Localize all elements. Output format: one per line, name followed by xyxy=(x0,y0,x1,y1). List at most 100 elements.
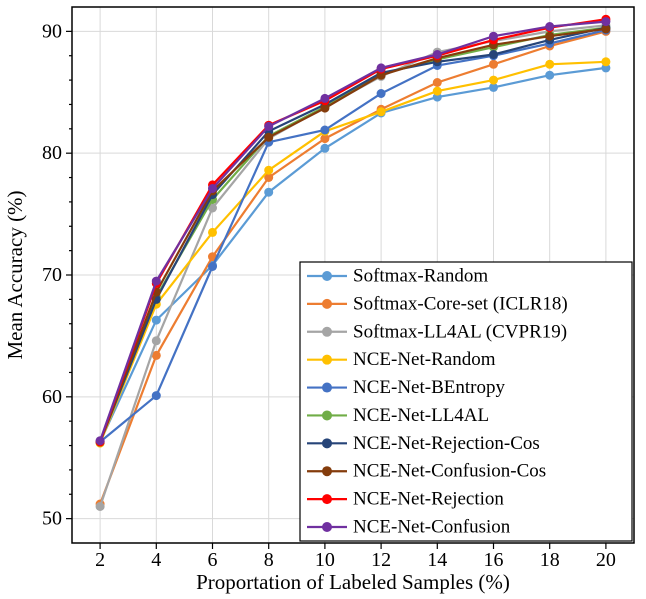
legend-item: NCE-Net-LL4AL xyxy=(307,405,489,426)
data-point-marker xyxy=(489,82,498,92)
x-tick-label: 8 xyxy=(264,549,274,571)
data-point-marker xyxy=(545,70,555,80)
x-tick-label: 14 xyxy=(427,549,447,571)
legend-swatch-marker xyxy=(322,522,332,532)
legend-label: NCE-Net-Random xyxy=(353,349,496,370)
data-point-marker xyxy=(320,134,330,144)
legend-label: NCE-Net-Rejection xyxy=(353,489,504,510)
data-point-marker xyxy=(432,78,442,87)
legend-swatch-marker xyxy=(322,410,332,421)
legend-label: NCE-Net-Rejection-Cos xyxy=(353,433,540,454)
legend-item: NCE-Net-Random xyxy=(307,349,496,370)
legend-item: NCE-Net-Confusion-Cos xyxy=(307,461,546,482)
series-line xyxy=(99,20,606,442)
data-point-marker xyxy=(376,63,386,73)
data-point-marker xyxy=(151,315,161,325)
legend-item: NCE-Net-Rejection xyxy=(307,489,504,510)
data-point-marker xyxy=(320,93,330,103)
data-point-marker xyxy=(264,132,274,142)
x-tick-label: 6 xyxy=(208,549,218,571)
data-point-marker xyxy=(208,203,217,213)
legend-label: NCE-Net-BEntropy xyxy=(353,377,505,398)
x-tick-label: 18 xyxy=(540,549,560,571)
data-point-marker xyxy=(208,262,217,271)
legend: Softmax-Random Softmax-Core-set (ICLR18) S… xyxy=(299,261,633,542)
data-point-marker xyxy=(151,391,161,401)
legend-item: NCE-Net-Confusion xyxy=(307,517,511,538)
series-nce-net-random xyxy=(95,57,611,448)
data-point-marker xyxy=(208,184,217,193)
data-point-marker xyxy=(601,57,611,67)
data-point-marker xyxy=(320,125,330,135)
data-point-marker xyxy=(376,107,386,117)
legend-swatch-marker xyxy=(322,382,332,393)
data-point-marker xyxy=(151,276,161,286)
y-axis-title: Mean Accuracy (%) xyxy=(3,190,27,359)
data-point-marker xyxy=(376,89,386,98)
x-tick-label: 16 xyxy=(484,549,504,571)
data-point-marker xyxy=(264,187,274,197)
x-tick-label: 4 xyxy=(151,549,161,571)
legend-item: NCE-Net-BEntropy xyxy=(307,377,505,398)
legend-swatch-marker xyxy=(322,298,332,309)
legend-label: Softmax-Random xyxy=(353,266,488,287)
data-point-marker xyxy=(545,31,555,41)
x-axis-title: Proportation of Labeled Samples (%) xyxy=(196,570,510,594)
tick-labels: 50 60 70 80 90 2 4 6 8 10 12 14 16 18 20 xyxy=(42,20,616,571)
series-line xyxy=(99,30,607,505)
legend-swatch-marker xyxy=(322,354,332,365)
series-line xyxy=(99,29,607,443)
data-point-marker xyxy=(545,22,555,31)
y-tick-label: 90 xyxy=(42,20,62,42)
legend-swatch-marker xyxy=(322,326,332,337)
data-point-marker xyxy=(545,59,555,69)
data-point-marker xyxy=(264,165,274,175)
series-line xyxy=(99,27,607,443)
legend-label: NCE-Net-Confusion xyxy=(353,517,511,538)
legend-swatch-marker xyxy=(322,438,332,449)
data-point-marker xyxy=(489,59,498,69)
plot-border xyxy=(71,6,635,544)
y-tick-label: 50 xyxy=(42,508,62,530)
data-point-marker xyxy=(264,173,274,182)
data-point-marker xyxy=(208,227,217,237)
legend-item: Softmax-LL4AL (CVPR19) xyxy=(307,321,567,342)
legend-box xyxy=(299,261,633,542)
plot-area: 50 60 70 80 90 2 4 6 8 10 12 14 16 18 20 Softmax-Random… xyxy=(42,6,635,571)
x-tick-label: 20 xyxy=(596,549,616,571)
legend-swatch-marker xyxy=(322,466,332,477)
data-point-marker xyxy=(432,50,442,59)
legend-label: NCE-Net-Confusion-Cos xyxy=(353,461,546,482)
data-point-marker xyxy=(320,143,330,153)
data-point-marker xyxy=(601,24,611,34)
legend-item: NCE-Net-Rejection-Cos xyxy=(307,433,540,454)
data-point-marker xyxy=(95,436,105,446)
data-point-marker xyxy=(601,17,611,27)
legend-label: Softmax-LL4AL (CVPR19) xyxy=(353,321,567,342)
data-point-marker xyxy=(489,31,498,41)
y-tick-label: 80 xyxy=(42,142,62,164)
series-nce-net-confusion xyxy=(95,17,611,446)
series-line xyxy=(99,60,606,444)
y-tick-label: 70 xyxy=(42,264,62,286)
series-line xyxy=(99,26,607,443)
data-point-marker xyxy=(432,86,442,96)
x-tick-label: 10 xyxy=(315,549,335,571)
x-tick-label: 12 xyxy=(371,549,391,571)
legend-item: Softmax-Random xyxy=(307,266,488,287)
legend-swatch-marker xyxy=(322,271,332,281)
legend-label: NCE-Net-LL4AL xyxy=(353,405,489,426)
x-tick-label: 2 xyxy=(95,549,105,571)
data-point-marker xyxy=(489,50,498,59)
series-line xyxy=(99,66,607,443)
data-point-marker xyxy=(95,502,105,511)
legend-item: Softmax-Core-set (ICLR18) xyxy=(307,293,568,314)
legend-label: Softmax-Core-set (ICLR18) xyxy=(353,293,568,314)
data-point-marker xyxy=(151,350,161,360)
data-point-marker xyxy=(320,103,330,113)
data-point-marker xyxy=(151,336,161,346)
data-point-marker xyxy=(264,121,274,131)
y-tick-label: 60 xyxy=(42,386,62,408)
